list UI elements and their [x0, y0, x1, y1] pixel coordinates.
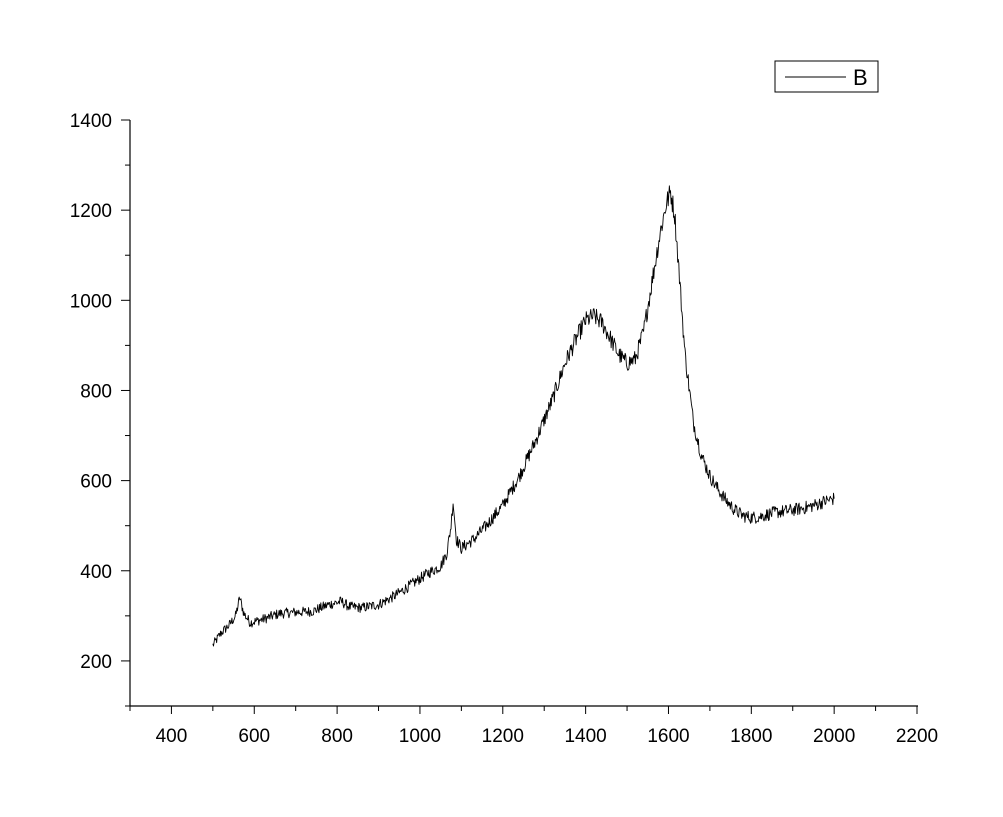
series-line-B: [212, 185, 835, 647]
y-tick-label: 600: [80, 472, 112, 493]
x-tick-label: 400: [156, 726, 188, 747]
y-tick-label: 400: [80, 562, 112, 583]
y-tick-label: 800: [80, 381, 112, 402]
legend-label: B: [853, 65, 868, 90]
x-tick-label: 1200: [482, 726, 524, 747]
x-tick-label: 1600: [647, 726, 689, 747]
legend: B: [774, 60, 879, 93]
x-tick-label: 1000: [399, 726, 441, 747]
x-tick-label: 1800: [730, 726, 772, 747]
x-tick-label: 600: [238, 726, 270, 747]
y-tick-label: 1400: [70, 111, 112, 132]
x-tick-label: 1400: [564, 726, 606, 747]
x-tick-label: 800: [321, 726, 353, 747]
y-tick-label: 200: [80, 652, 112, 673]
x-tick-label: 2000: [813, 726, 855, 747]
series-layer: [212, 185, 835, 647]
axes: 400 600 800 1000 1200 1400 1600 1800 2000 2200 200…: [70, 111, 938, 747]
y-tick-label: 1200: [70, 201, 112, 222]
x-tick-label: 2200: [896, 726, 938, 747]
y-tick-label: 1000: [70, 291, 112, 312]
